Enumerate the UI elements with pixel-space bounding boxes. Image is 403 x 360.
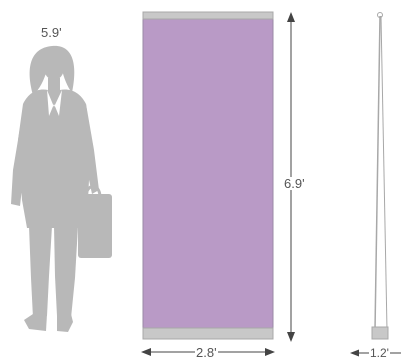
- person-right-arm: [79, 104, 99, 194]
- stand-pole-front: [380, 15, 388, 331]
- stand-base: [371, 326, 389, 340]
- person-left-shoe: [24, 314, 47, 331]
- banner-stand-side-view-icon: [371, 12, 389, 340]
- person-neck: [48, 78, 60, 91]
- person-left-leg: [29, 226, 52, 318]
- banner-top-rail: [142, 11, 274, 20]
- banner-width-label: 2.8': [195, 345, 218, 360]
- person-height-label: 5.9': [40, 25, 63, 40]
- height-arrow-top: [287, 12, 295, 22]
- width-arrow-left: [141, 348, 151, 356]
- banner-front-view: [142, 11, 274, 340]
- person-left-arm: [11, 104, 31, 206]
- person-face: [44, 56, 64, 80]
- banner-height-label: 6.9': [283, 176, 306, 191]
- person-right-shoe: [57, 314, 73, 332]
- height-arrow-bottom: [287, 332, 295, 342]
- person-briefcase-handle: [84, 185, 102, 198]
- person-right-leg: [54, 226, 78, 318]
- stand-pole: [374, 15, 381, 331]
- person-briefcase: [78, 194, 112, 258]
- businesswoman-silhouette-icon: [11, 45, 112, 332]
- person-torso: [18, 89, 91, 228]
- banner-graphic-panel: [142, 18, 274, 329]
- person-hair: [29, 45, 75, 95]
- width-arrow-right: [265, 348, 275, 356]
- stand-depth-label: 1.2': [369, 346, 390, 360]
- banner-base: [142, 327, 274, 340]
- person-collar: [47, 90, 62, 116]
- depth-arrow-left: [350, 349, 359, 357]
